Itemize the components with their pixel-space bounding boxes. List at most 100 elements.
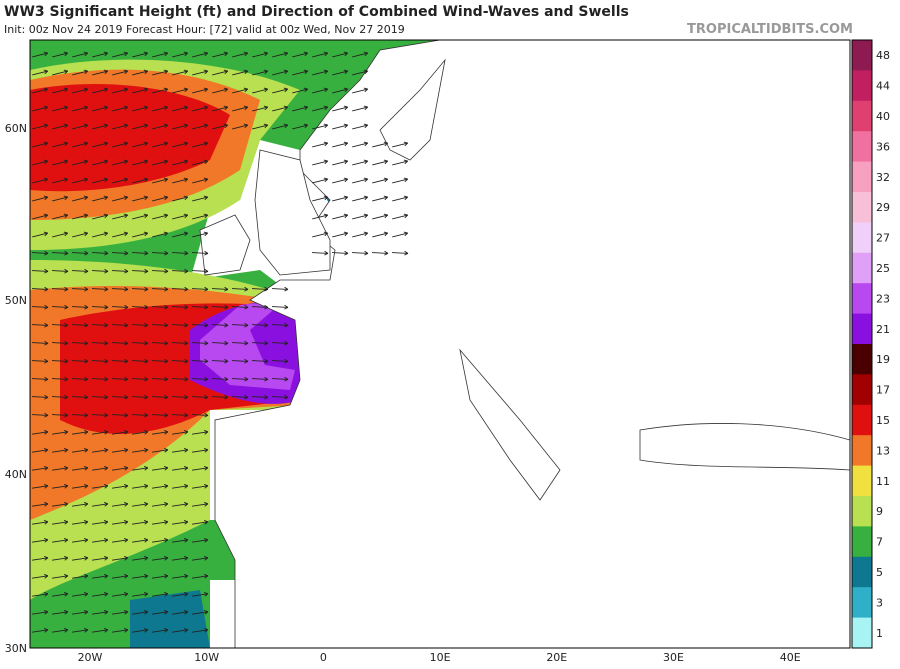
arrow-head xyxy=(183,231,189,237)
arrow xyxy=(192,214,208,220)
arrow-head xyxy=(284,286,289,292)
arrow xyxy=(172,232,188,238)
arrow-head xyxy=(43,466,49,471)
arrow-head xyxy=(164,304,169,310)
arrow-head xyxy=(63,466,69,471)
arrow-head xyxy=(123,177,129,183)
arrow xyxy=(112,124,128,130)
arrow xyxy=(92,467,108,471)
watermark: TROPICALTIDBITS.COM xyxy=(687,22,853,37)
arrow-head xyxy=(123,105,129,111)
arrow xyxy=(152,485,168,489)
arrow-head xyxy=(363,69,369,75)
arrow-head xyxy=(143,159,149,165)
arrow-head xyxy=(123,213,129,219)
arrow-head xyxy=(323,159,329,165)
arrow xyxy=(272,106,288,112)
arrow-head xyxy=(124,376,129,382)
arrow-head xyxy=(43,87,49,93)
arrow-head xyxy=(184,394,189,400)
arrow xyxy=(192,232,208,238)
arrow-head xyxy=(403,231,409,237)
arrow-head xyxy=(203,87,209,93)
arrow-head xyxy=(164,394,169,400)
arrow-head xyxy=(123,69,129,75)
arrow xyxy=(52,503,68,507)
arrow xyxy=(192,52,208,58)
arrow xyxy=(192,485,208,489)
arrow-head xyxy=(123,87,129,93)
arrow xyxy=(92,521,108,525)
colorbar-label: 19 xyxy=(876,353,890,366)
arrow-head xyxy=(44,412,49,418)
arrow-head xyxy=(63,448,69,453)
arrow-head xyxy=(43,538,49,543)
arrow xyxy=(271,396,289,398)
arrow xyxy=(92,196,108,202)
arrow xyxy=(52,160,68,166)
arrow-head xyxy=(143,231,149,237)
arrow xyxy=(152,611,168,615)
arrow-head xyxy=(43,610,49,615)
arrow-head xyxy=(184,286,189,292)
arrow xyxy=(51,414,69,416)
arrow xyxy=(191,414,209,416)
arrow xyxy=(152,178,168,184)
arrow-head xyxy=(244,340,249,346)
lat-axis: 60N 50N 40N 30N xyxy=(5,122,27,655)
arrow xyxy=(212,106,228,112)
arrow-head xyxy=(143,610,149,615)
arrow xyxy=(52,575,68,579)
arrow xyxy=(332,232,348,238)
arrow xyxy=(171,306,189,308)
arrow-head xyxy=(264,358,269,364)
arrow xyxy=(332,142,348,148)
arrow xyxy=(51,396,69,398)
arrow-head xyxy=(363,177,369,183)
arrow xyxy=(132,70,148,76)
arrow xyxy=(132,142,148,148)
arrow xyxy=(72,214,88,220)
arrow xyxy=(91,378,109,380)
arrow xyxy=(52,70,68,76)
arrow xyxy=(71,414,89,416)
arrow xyxy=(112,70,128,76)
arrow-head xyxy=(143,195,149,201)
arrow xyxy=(192,160,208,166)
arrow xyxy=(251,342,269,344)
arrow-head xyxy=(203,51,209,57)
arrow-head xyxy=(103,231,109,237)
arrow xyxy=(72,575,88,579)
arrow-head xyxy=(323,105,329,111)
arrow xyxy=(152,196,168,202)
arrow-head xyxy=(264,340,269,346)
arrow-head xyxy=(63,177,69,183)
arrow xyxy=(232,124,248,130)
arrow-head xyxy=(43,502,49,507)
arrow xyxy=(31,288,49,290)
arrow-head xyxy=(83,69,89,75)
arrow-head xyxy=(183,502,189,507)
arrow-head xyxy=(163,610,169,615)
arrow xyxy=(112,593,128,597)
arrow-head xyxy=(123,231,129,237)
arrow-head xyxy=(124,268,129,274)
arrow-head xyxy=(123,51,129,57)
arrow xyxy=(91,414,109,416)
arrow xyxy=(251,360,269,362)
arrow-head xyxy=(144,250,149,256)
arrow xyxy=(72,124,88,130)
arrow xyxy=(52,467,68,471)
arrow xyxy=(132,503,148,507)
arrow-head xyxy=(323,195,329,201)
arrow xyxy=(52,521,68,525)
arrow xyxy=(91,288,109,290)
arrow xyxy=(72,521,88,525)
arrow-head xyxy=(224,340,229,346)
arrow xyxy=(352,106,368,112)
arrow-head xyxy=(183,556,189,561)
arrow-head xyxy=(83,195,89,201)
arrow-head xyxy=(163,628,169,633)
arrow-head xyxy=(123,538,129,543)
arrow-head xyxy=(143,87,149,93)
